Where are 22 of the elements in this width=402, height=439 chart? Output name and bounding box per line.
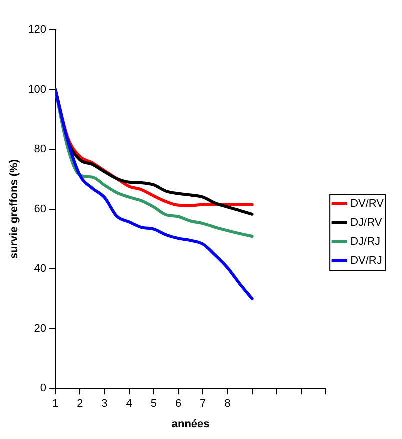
- legend-label: DV/RJ: [350, 255, 382, 268]
- x-tick-label: 7: [200, 398, 206, 410]
- x-tick-label: 4: [126, 398, 132, 410]
- x-tick-label: 6: [175, 398, 182, 410]
- x-tick-label: 2: [77, 398, 84, 410]
- legend-label: DJ/RJ: [350, 236, 381, 248]
- line-series: [56, 88, 254, 300]
- x-axis-title: années: [172, 418, 210, 430]
- y-tick-label: 0: [40, 382, 47, 395]
- x-tick-label: 1: [52, 398, 59, 410]
- y-tick-label: 60: [34, 203, 47, 216]
- x-tick-label: 8: [224, 398, 231, 410]
- y-tick-label: 20: [34, 322, 47, 335]
- y-tick-label: 80: [34, 144, 47, 156]
- y-tick-label: 40: [34, 263, 47, 276]
- y-tick-label: 120: [28, 24, 47, 36]
- x-tick-label: 3: [102, 398, 108, 410]
- legend-label: DJ/RV: [350, 217, 383, 230]
- x-tick-label: 5: [150, 398, 157, 410]
- legend-label: DV/RV: [350, 198, 385, 210]
- y-axis-title: survie greffons (%): [8, 159, 21, 260]
- y-tick-label: 100: [28, 84, 47, 96]
